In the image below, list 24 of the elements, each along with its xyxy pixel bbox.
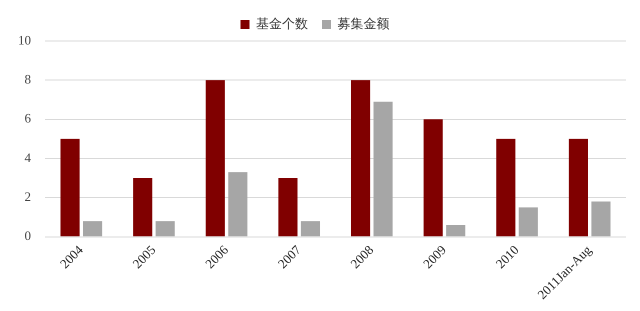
bar xyxy=(278,178,298,236)
y-tick-label: 8 xyxy=(24,72,31,87)
legend-label: 基金个数 xyxy=(256,16,308,31)
bar xyxy=(518,207,538,236)
bar xyxy=(133,178,152,236)
bar xyxy=(568,138,588,236)
bar xyxy=(60,138,80,236)
y-tick-label: 0 xyxy=(24,228,31,244)
bar xyxy=(206,80,225,236)
bar xyxy=(591,202,611,236)
y-tick-label: 2 xyxy=(24,189,31,204)
bar xyxy=(446,225,466,236)
bar xyxy=(156,221,175,236)
bar xyxy=(424,119,443,236)
bar xyxy=(228,172,248,236)
y-tick-label: 6 xyxy=(24,110,32,126)
bar xyxy=(350,80,370,236)
y-tick-label: 10 xyxy=(18,32,31,48)
legend-label: 募集金额 xyxy=(338,16,390,31)
bar xyxy=(496,138,516,236)
bar xyxy=(374,102,393,236)
bar xyxy=(300,221,320,236)
bar xyxy=(83,221,102,236)
y-tick-label: 4 xyxy=(24,150,32,165)
